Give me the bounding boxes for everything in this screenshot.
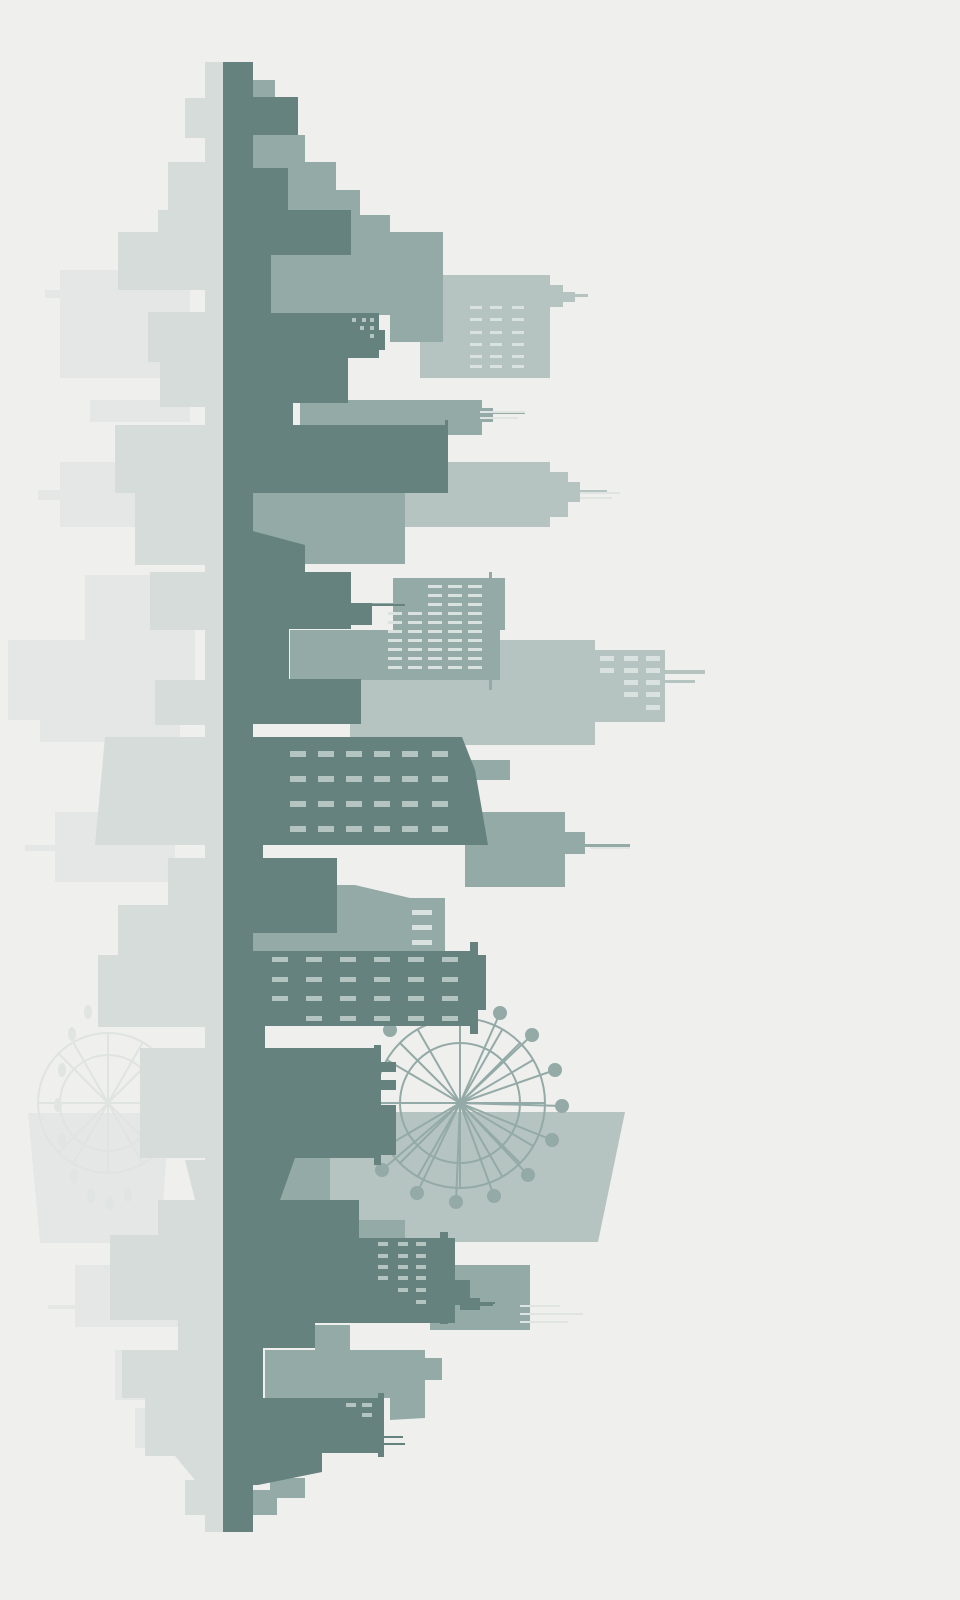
mid-layer-windows — [412, 306, 660, 945]
front-skyline-layer — [223, 62, 493, 1532]
faint-ferris-cabins — [54, 1005, 132, 1210]
ferris-wheel-icon — [374, 1012, 563, 1203]
front-layer-windows — [272, 318, 458, 1417]
far-antennas — [480, 411, 630, 1323]
back-skyline-layer — [95, 62, 225, 1532]
antenna-icon — [372, 604, 495, 1445]
windowed-tower-windows — [388, 585, 482, 669]
ferris-wheel-cabins — [375, 1006, 569, 1209]
